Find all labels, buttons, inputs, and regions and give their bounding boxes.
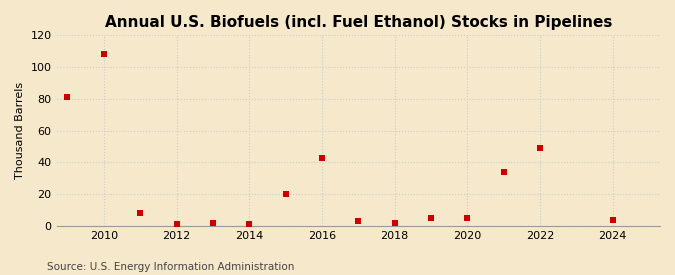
Point	[317, 155, 327, 160]
Point	[389, 221, 400, 225]
Point	[498, 170, 509, 174]
Point	[62, 95, 73, 100]
Point	[135, 211, 146, 215]
Point	[462, 216, 472, 220]
Point	[425, 216, 436, 220]
Point	[207, 221, 218, 225]
Y-axis label: Thousand Barrels: Thousand Barrels	[15, 82, 25, 179]
Point	[244, 222, 254, 227]
Point	[608, 217, 618, 222]
Point	[171, 222, 182, 227]
Text: Source: U.S. Energy Information Administration: Source: U.S. Energy Information Administ…	[47, 262, 294, 272]
Point	[99, 52, 109, 57]
Point	[280, 192, 291, 196]
Point	[353, 219, 364, 223]
Title: Annual U.S. Biofuels (incl. Fuel Ethanol) Stocks in Pipelines: Annual U.S. Biofuels (incl. Fuel Ethanol…	[105, 15, 612, 30]
Point	[535, 146, 545, 150]
